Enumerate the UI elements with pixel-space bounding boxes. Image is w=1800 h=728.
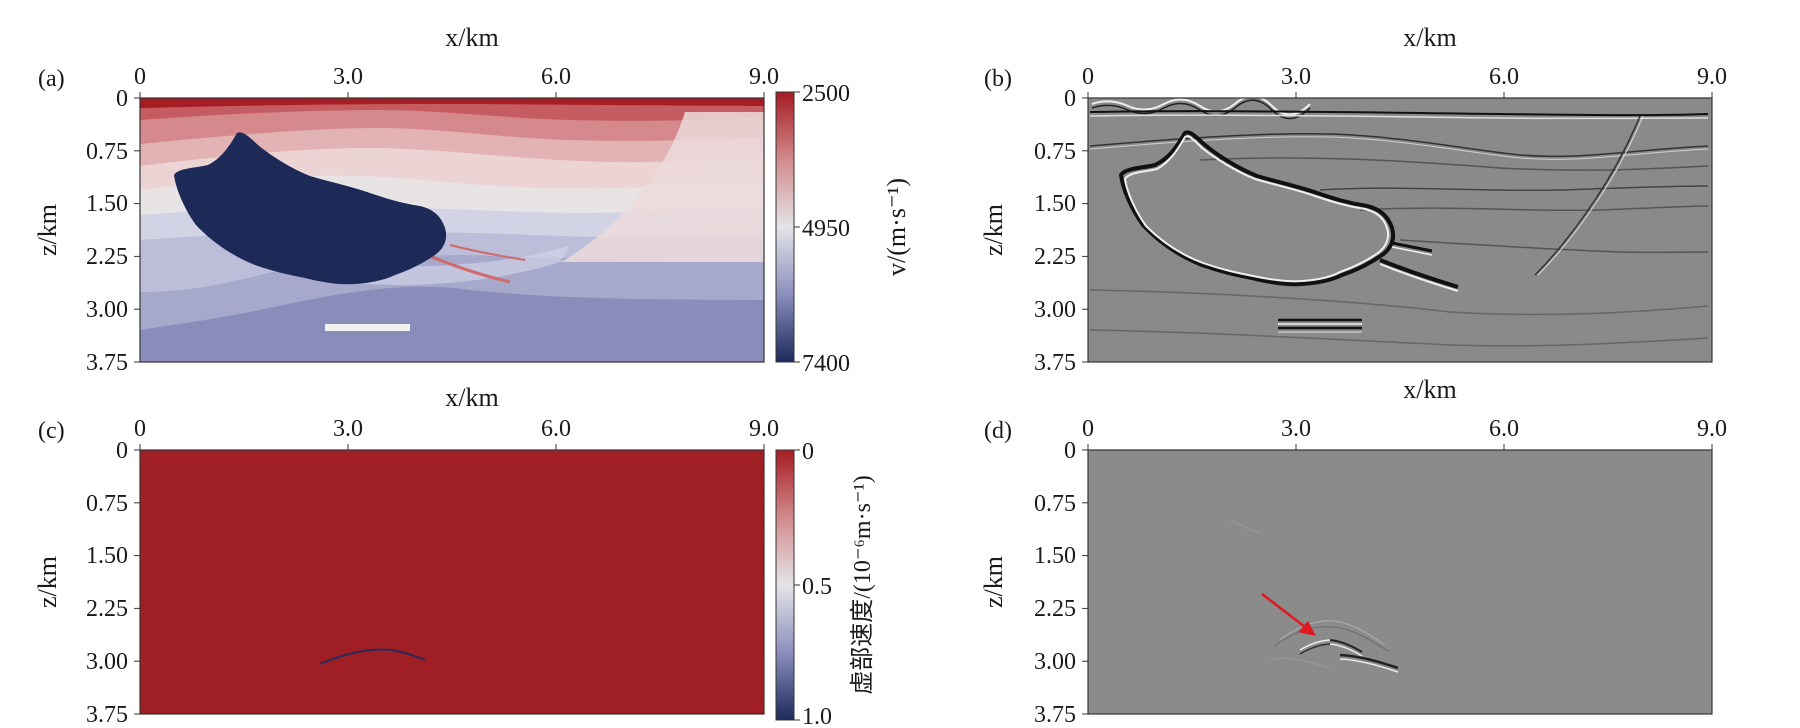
y-tick-label: 1.50 bbox=[1034, 543, 1076, 569]
y-tick-label: 0.75 bbox=[86, 491, 128, 517]
x-tick-marks bbox=[139, 92, 765, 98]
y-tick-marks bbox=[1082, 449, 1088, 715]
colorbar-tick-label: 7400 bbox=[802, 351, 850, 377]
colorbar-tick-label: 0 bbox=[802, 439, 814, 465]
x-tick-marks bbox=[1087, 92, 1713, 98]
y-tick-label: 2.25 bbox=[1034, 244, 1076, 270]
y-axis-title: z/km bbox=[33, 204, 62, 256]
panel-label-d: (d) bbox=[984, 418, 1012, 444]
colorbar bbox=[775, 449, 795, 721]
x-tick-label: 0 bbox=[134, 64, 146, 90]
red-arrow bbox=[1261, 593, 1310, 631]
x-tick-label: 6.0 bbox=[1489, 64, 1519, 90]
y-tick-label: 3.00 bbox=[86, 297, 128, 323]
panel-label-c: (c) bbox=[38, 418, 65, 444]
panel-b: (b) x/km z/km 0 3.0 6.0 9.0 0 0.75 1.50 … bbox=[979, 23, 1727, 376]
y-tick-label: 0 bbox=[1064, 86, 1076, 112]
colorbar-tick-label: 4950 bbox=[802, 216, 850, 242]
imaginary-velocity-image bbox=[140, 450, 764, 714]
y-axis-title: z/km bbox=[979, 204, 1008, 256]
y-tick-marks bbox=[134, 97, 140, 363]
y-tick-label: 0 bbox=[1064, 438, 1076, 464]
colorbar-title: 虚部速度/(10⁻⁶m·s⁻¹) bbox=[849, 475, 876, 695]
plot-frame bbox=[1087, 449, 1713, 715]
y-tick-label: 3.00 bbox=[86, 649, 128, 675]
y-axis-title: z/km bbox=[979, 556, 1008, 608]
y-tick-label: 0 bbox=[116, 438, 128, 464]
y-tick-label: 2.25 bbox=[86, 596, 128, 622]
y-tick-label: 0 bbox=[116, 86, 128, 112]
x-tick-label: 6.0 bbox=[1489, 416, 1519, 442]
y-tick-label: 2.25 bbox=[1034, 596, 1076, 622]
x-axis-title: x/km bbox=[445, 23, 498, 52]
x-tick-label: 3.0 bbox=[333, 416, 363, 442]
y-tick-marks bbox=[1082, 97, 1088, 363]
migration-image bbox=[1088, 98, 1712, 362]
plot-frame bbox=[139, 449, 765, 715]
panel-c: (c) x/km z/km 0 3.0 6.0 9.0 0 0.75 1.50 … bbox=[33, 383, 876, 728]
panel-a: (a) x/km z/km 0 3.0 6.0 9.0 0 0.75 1.50 … bbox=[33, 23, 911, 377]
panel-label-b: (b) bbox=[984, 66, 1012, 92]
y-tick-label: 3.00 bbox=[1034, 297, 1076, 323]
x-axis-title: x/km bbox=[445, 383, 498, 412]
x-axis-title: x/km bbox=[1403, 23, 1456, 52]
velocity-model-image bbox=[140, 98, 764, 362]
x-tick-label: 3.0 bbox=[1281, 416, 1311, 442]
colorbar-tick-label: 2500 bbox=[802, 81, 850, 107]
y-tick-label: 1.50 bbox=[86, 543, 128, 569]
red-arrow-head bbox=[1298, 621, 1316, 636]
plot-frame bbox=[1087, 97, 1713, 363]
y-tick-label: 2.25 bbox=[86, 244, 128, 270]
y-tick-label: 3.75 bbox=[86, 350, 128, 376]
x-tick-label: 9.0 bbox=[749, 64, 779, 90]
y-tick-label: 3.75 bbox=[1034, 350, 1076, 376]
panel-label-a: (a) bbox=[38, 66, 65, 92]
x-tick-label: 3.0 bbox=[333, 64, 363, 90]
y-tick-label: 0.75 bbox=[86, 139, 128, 165]
y-tick-label: 0.75 bbox=[1034, 491, 1076, 517]
y-tick-label: 3.75 bbox=[86, 702, 128, 728]
x-tick-label: 0 bbox=[134, 416, 146, 442]
colorbar-title: v/(m·s⁻¹) bbox=[882, 178, 911, 276]
x-tick-label: 3.0 bbox=[1281, 64, 1311, 90]
x-tick-label: 9.0 bbox=[749, 416, 779, 442]
y-tick-label: 1.50 bbox=[1034, 191, 1076, 217]
x-tick-marks bbox=[1087, 444, 1713, 450]
x-tick-label: 6.0 bbox=[541, 416, 571, 442]
y-tick-marks bbox=[134, 449, 140, 715]
plot-frame bbox=[139, 97, 765, 363]
y-axis-title: z/km bbox=[33, 556, 62, 608]
x-tick-label: 9.0 bbox=[1697, 64, 1727, 90]
panel-d: (d) x/km z/km 0 3.0 6.0 9.0 0 0.75 1.50 … bbox=[979, 375, 1727, 728]
y-tick-label: 1.50 bbox=[86, 191, 128, 217]
colorbar-tick-label: 0.5 bbox=[802, 574, 832, 600]
x-tick-label: 6.0 bbox=[541, 64, 571, 90]
imaginary-image bbox=[1088, 450, 1712, 714]
colorbar bbox=[775, 91, 795, 363]
x-tick-label: 0 bbox=[1082, 416, 1094, 442]
x-tick-marks bbox=[139, 444, 765, 450]
x-tick-label: 0 bbox=[1082, 64, 1094, 90]
y-tick-label: 3.00 bbox=[1034, 649, 1076, 675]
y-tick-label: 0.75 bbox=[1034, 139, 1076, 165]
x-axis-title: x/km bbox=[1403, 375, 1456, 404]
x-tick-label: 9.0 bbox=[1697, 416, 1727, 442]
y-tick-label: 3.75 bbox=[1034, 702, 1076, 728]
colorbar-tick-label: 1.0 bbox=[802, 704, 832, 728]
